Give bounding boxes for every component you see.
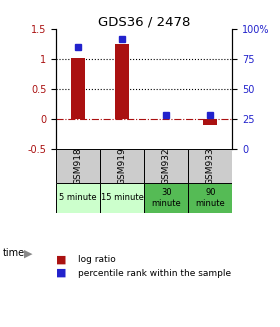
Bar: [56, 183, 100, 213]
Bar: [188, 149, 232, 183]
Text: time: time: [3, 249, 25, 258]
Bar: [100, 183, 144, 213]
Text: ▶: ▶: [24, 249, 32, 258]
Bar: [100, 149, 144, 183]
Bar: [71, 58, 85, 119]
Bar: [144, 149, 188, 183]
Title: GDS36 / 2478: GDS36 / 2478: [98, 15, 190, 28]
Text: 90
minute: 90 minute: [195, 188, 225, 208]
Text: ■: ■: [56, 268, 67, 278]
Text: GSM933: GSM933: [206, 147, 215, 185]
Bar: [203, 119, 217, 125]
Text: 15 minute: 15 minute: [101, 194, 144, 202]
Bar: [144, 183, 188, 213]
Text: log ratio: log ratio: [78, 255, 116, 265]
Text: 5 minute: 5 minute: [59, 194, 97, 202]
Bar: [115, 44, 129, 119]
Text: percentile rank within the sample: percentile rank within the sample: [78, 268, 232, 278]
Text: GSM918: GSM918: [74, 147, 83, 185]
Bar: [56, 149, 100, 183]
Bar: [188, 183, 232, 213]
Text: ■: ■: [56, 255, 67, 265]
Text: 30
minute: 30 minute: [151, 188, 181, 208]
Text: GSM919: GSM919: [118, 147, 127, 185]
Text: GSM932: GSM932: [162, 147, 171, 185]
